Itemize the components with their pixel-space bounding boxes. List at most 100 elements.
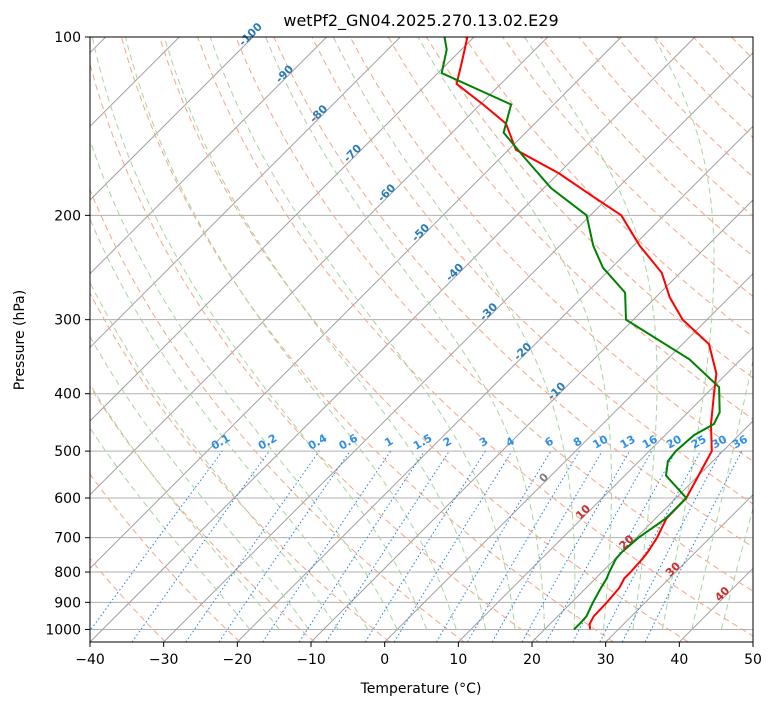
dry-adiabat-line bbox=[90, 385, 316, 642]
dry-adiabat-label: -70 bbox=[341, 142, 364, 165]
mixing-ratio-line bbox=[218, 450, 351, 642]
moist-adiabat-line bbox=[163, 37, 487, 630]
x-tick-label: 30 bbox=[597, 652, 615, 668]
dry-adiabat-line bbox=[159, 37, 689, 642]
x-tick-label: 50 bbox=[744, 652, 762, 668]
isotherm-line bbox=[90, 37, 622, 570]
sounding-profiles bbox=[440, 37, 721, 631]
dry-adiabat-line bbox=[578, 37, 753, 218]
y-tick-label: 900 bbox=[54, 595, 81, 611]
isotherm-line bbox=[236, 125, 753, 642]
dry-adiabat-label: -20 bbox=[511, 340, 534, 363]
mixing-ratio-lines bbox=[90, 450, 743, 642]
dry-adiabat-label: -40 bbox=[443, 260, 466, 283]
plot-frame bbox=[89, 36, 754, 643]
dry-adiabat-line bbox=[235, 37, 753, 592]
dry-adiabat-line bbox=[90, 62, 540, 642]
dry-adiabat-line bbox=[464, 37, 753, 338]
isotherm-line bbox=[90, 37, 475, 422]
dewpoint-profile-line bbox=[440, 37, 721, 631]
x-tick-label: 20 bbox=[523, 652, 541, 668]
moist-adiabat-label: 30 bbox=[663, 559, 683, 579]
mixing-ratio-label: 6 bbox=[543, 434, 556, 449]
mixing-ratio-line bbox=[90, 450, 223, 632]
moist-adiabat-line bbox=[90, 281, 339, 630]
dry-adiabat-line bbox=[349, 37, 753, 462]
dry-adiabat-line bbox=[90, 188, 465, 642]
moist-adiabat-line bbox=[524, 37, 658, 630]
moist-adiabat-line bbox=[720, 506, 753, 630]
mixing-ratio-line bbox=[185, 450, 320, 642]
isotherm-line bbox=[90, 37, 328, 275]
dry-adiabat-line bbox=[273, 37, 753, 548]
y-tick-label: 300 bbox=[54, 313, 81, 329]
mixing-ratio-label: 10 bbox=[590, 432, 610, 451]
mixing-ratio-line bbox=[364, 450, 486, 642]
temperature-profile-line bbox=[455, 37, 718, 630]
dry-adiabat-line bbox=[90, 473, 241, 642]
dry-adiabat-label: -10 bbox=[545, 379, 568, 402]
isotherm-line bbox=[752, 641, 753, 642]
x-tick-label: 10 bbox=[449, 652, 467, 668]
x-tick-label: 40 bbox=[670, 652, 688, 668]
y-tick-label: 800 bbox=[54, 565, 81, 581]
moist-adiabat-line bbox=[91, 37, 428, 630]
dry-adiabat-line bbox=[120, 37, 614, 642]
mixing-ratio-line bbox=[521, 450, 630, 642]
mixing-ratio-label: 3 bbox=[477, 435, 490, 450]
chart-title: wetPf2_GN04.2025.270.13.02.E29 bbox=[283, 11, 558, 31]
mixing-ratio-label: 25 bbox=[689, 433, 709, 452]
mixing-ratio-label: 16 bbox=[640, 432, 660, 451]
dry-adiabat-line bbox=[197, 37, 753, 637]
isotherm-line bbox=[457, 346, 753, 642]
mixing-ratio-label: 0.2 bbox=[256, 432, 279, 453]
mixing-ratio-line bbox=[435, 450, 552, 642]
moist-adiabat-line bbox=[90, 335, 310, 630]
x-tick-label: −10 bbox=[296, 652, 326, 668]
y-tick-label: 700 bbox=[54, 531, 81, 547]
isotherm-line bbox=[531, 420, 753, 642]
isotherm-line bbox=[90, 37, 401, 349]
mixing-ratio-line bbox=[298, 450, 425, 642]
mixing-ratio-label: 0.1 bbox=[209, 432, 232, 453]
isotherm-line bbox=[384, 272, 753, 642]
dry-adiabat-line bbox=[502, 37, 753, 298]
isotherm-line bbox=[163, 51, 753, 642]
mixing-ratio-line bbox=[621, 450, 722, 642]
moist-adiabat-line bbox=[90, 138, 398, 630]
dry-adiabat-label: -90 bbox=[273, 62, 296, 85]
moist-adiabat-line bbox=[332, 37, 576, 630]
isotherm-line bbox=[310, 199, 753, 642]
x-tick-label: 0 bbox=[380, 652, 389, 668]
y-tick-label: 400 bbox=[54, 387, 81, 403]
moist-adiabat-line bbox=[653, 37, 715, 630]
mixing-ratio-line bbox=[644, 450, 743, 642]
dry-adiabat-line bbox=[90, 292, 390, 642]
background-lines bbox=[90, 37, 753, 642]
dry-adiabat-line bbox=[654, 37, 753, 139]
x-axis-label: Temperature (°C) bbox=[360, 681, 482, 697]
moist-adiabat-label: 20 bbox=[617, 532, 637, 552]
isotherm-line bbox=[90, 37, 696, 642]
dry-adiabat-label: -60 bbox=[375, 181, 398, 204]
mixing-ratio-line bbox=[325, 450, 450, 642]
x-tick-label: −20 bbox=[223, 652, 253, 668]
mixing-ratio-line bbox=[131, 450, 270, 642]
y-tick-label: 100 bbox=[54, 30, 81, 46]
moist-adiabat-line bbox=[90, 427, 251, 630]
isotherm-line bbox=[605, 493, 753, 642]
mixing-ratio-label: 2 bbox=[441, 435, 454, 450]
dry-adiabat-line bbox=[692, 37, 753, 99]
x-tick-label: −30 bbox=[149, 652, 179, 668]
moist-adiabat-line bbox=[125, 37, 457, 630]
moist-adiabat-label: 40 bbox=[712, 584, 732, 604]
moist-adiabat-line bbox=[691, 358, 753, 630]
moist-adiabat-line bbox=[90, 217, 369, 630]
y-tick-label: 500 bbox=[54, 444, 81, 460]
mixing-ratio-label: 8 bbox=[571, 435, 584, 450]
dry-adiabat-label: -100 bbox=[236, 20, 265, 49]
y-axis-label: Pressure (hPa) bbox=[12, 290, 28, 390]
mixing-ratio-label: 13 bbox=[618, 433, 638, 452]
mixing-ratio-line bbox=[393, 450, 513, 642]
